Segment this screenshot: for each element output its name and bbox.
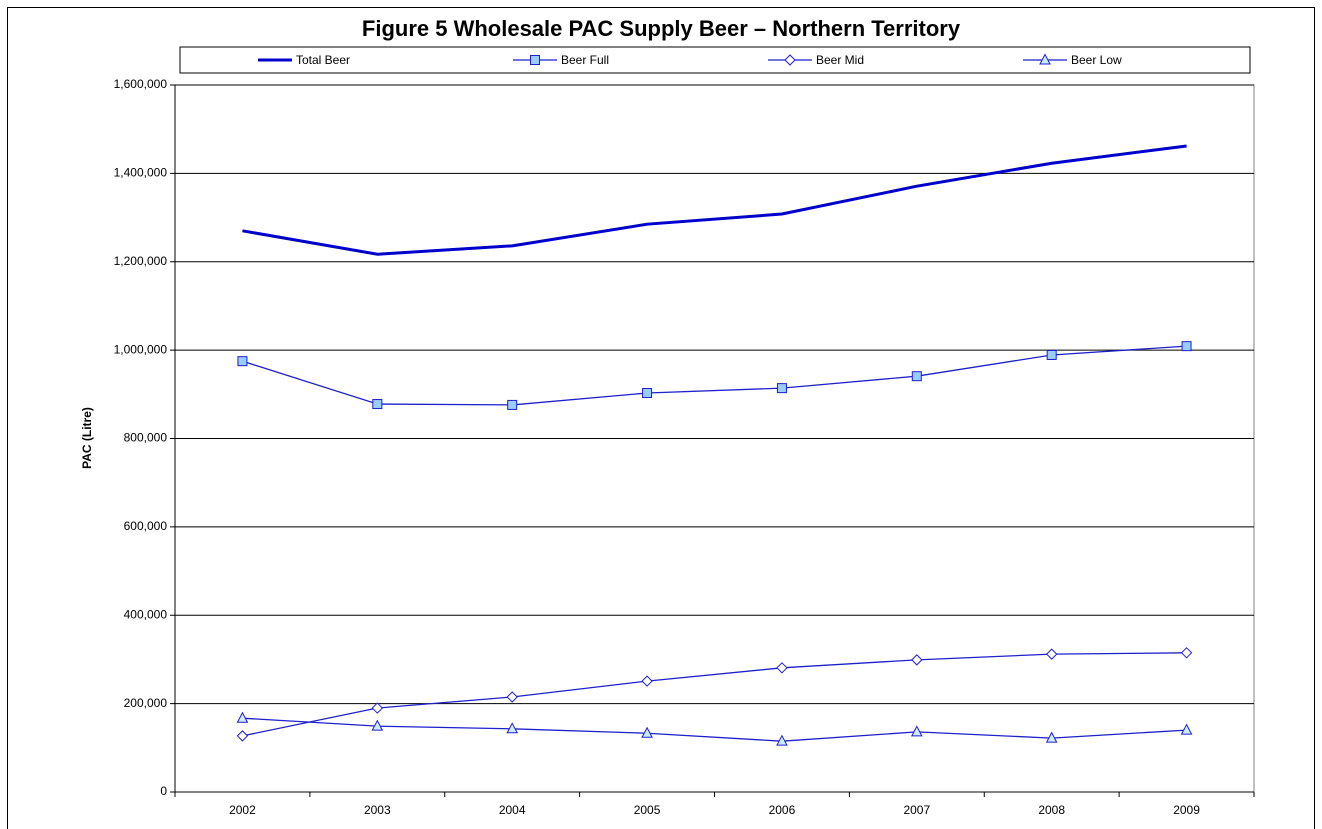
series-line [242,144,1187,256]
marker [642,387,653,398]
legend [179,46,1251,74]
x-tick-label: 2009 [1173,803,1200,817]
legend-label: Beer Mid [816,53,864,67]
y-tick-label: 0 [160,784,167,798]
x-tick-label: 2006 [769,803,796,817]
y-tick-label: 1,600,000 [114,77,168,91]
series-line [242,652,1187,737]
marker [911,371,922,382]
legend-label: Total Beer [296,53,350,67]
legend-label: Beer Low [1071,53,1122,67]
marker [372,399,383,410]
marker [237,356,248,367]
marker [910,725,923,737]
marker [776,662,788,674]
legend-label: Beer Full [561,53,609,67]
marker [1181,341,1192,352]
series-line [242,717,1187,742]
y-tick-label: 1,200,000 [114,254,168,268]
x-tick-label: 2003 [364,803,391,817]
marker [641,675,653,687]
y-tick-label: 600,000 [124,519,168,533]
x-tick-label: 2008 [1038,803,1065,817]
chart-border [7,7,1315,829]
marker [1045,731,1058,743]
y-axis-label: PAC (Litre) [80,407,94,469]
marker [1180,723,1193,735]
y-tick-label: 400,000 [124,607,168,621]
marker [371,702,384,714]
y-tick-label: 1,000,000 [114,342,168,356]
x-tick-label: 2007 [903,803,930,817]
marker [1045,648,1058,660]
x-tick-label: 2005 [634,803,661,817]
chart-title: Figure 5 Wholesale PAC Supply Beer – Nor… [362,16,961,41]
x-tick-label: 2004 [499,803,526,817]
marker [1180,647,1193,659]
y-tick-label: 1,400,000 [114,166,168,180]
marker [641,726,653,738]
marker [776,734,788,746]
marker [776,383,787,394]
marker [236,730,249,742]
marker [507,399,518,410]
marker [371,719,384,731]
x-tick-label: 2002 [229,803,256,817]
y-tick-label: 200,000 [124,696,168,710]
marker [530,55,540,65]
marker [911,654,923,666]
marker [236,711,249,723]
marker [506,691,518,703]
marker [1039,53,1051,65]
series-line [242,345,1187,406]
marker [784,54,796,66]
marker [506,722,519,734]
marker [1046,349,1057,360]
y-tick-label: 800,000 [124,431,168,445]
